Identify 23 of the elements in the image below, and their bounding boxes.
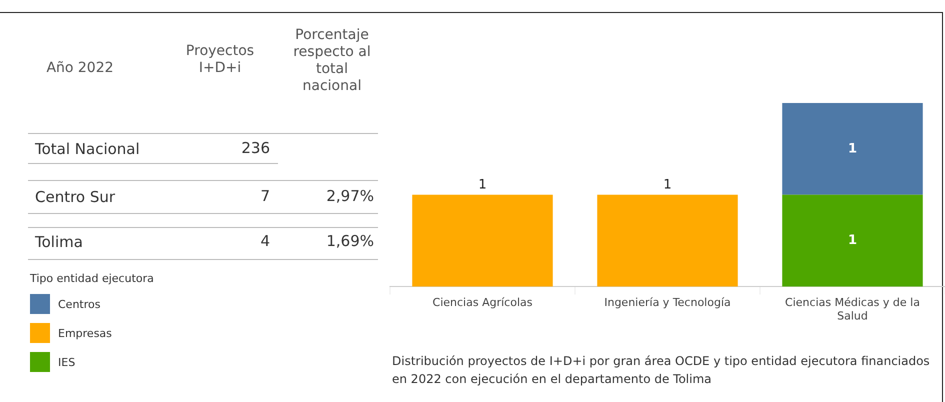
text: Centro Sur	[35, 188, 116, 206]
data-label: 1	[663, 178, 672, 193]
text: Total Nacional	[35, 140, 141, 158]
x-tick-label: Ciencias Agrícolas	[432, 296, 533, 310]
data-label: 1	[848, 141, 858, 156]
data-label: 1	[848, 233, 858, 248]
x-tick-label: Ingeniería y Tecnología	[604, 296, 731, 310]
legend-title: Tipo entidad ejecutora	[30, 272, 154, 285]
text: Tolima	[35, 233, 84, 251]
text: Porcentaje respecto al total nacional	[292, 27, 372, 95]
data-label: 1	[478, 178, 487, 193]
text: 4	[259, 232, 270, 250]
text: Distribución proyectos de I+D+i por gran área OCDE y tipo entidad ejecutora financiados en 2022 con ejecución en el departamento de Tolima	[392, 353, 931, 388]
text: 1,69%	[325, 232, 374, 250]
x-tick-label: Ciencias Médicas y de la Salud	[785, 296, 920, 322]
text: Año 2022	[45, 60, 115, 77]
text: Proyectos I+D+i	[184, 43, 256, 77]
text: 236	[240, 139, 270, 157]
legend-label: IES	[58, 356, 76, 368]
legend-label: Empresas	[58, 326, 112, 340]
legend-label: Centros	[58, 298, 100, 310]
text: 2,97%	[325, 187, 374, 205]
text: 7	[259, 187, 270, 205]
